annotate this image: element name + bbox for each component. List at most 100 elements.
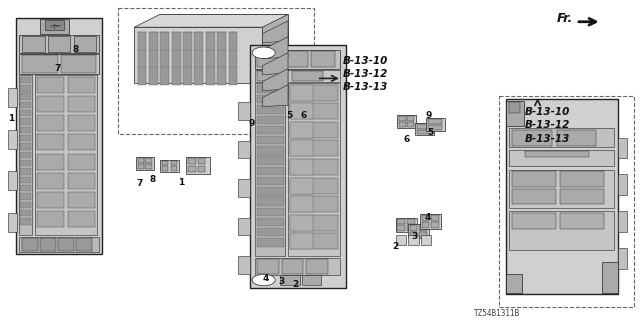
Bar: [397, 115, 416, 128]
Bar: [171, 161, 177, 165]
Bar: [238, 141, 250, 158]
Bar: [20, 185, 31, 191]
Bar: [160, 160, 179, 172]
Bar: [217, 32, 226, 85]
Bar: [419, 225, 427, 231]
Bar: [257, 156, 284, 165]
Polygon shape: [262, 53, 288, 75]
Bar: [255, 258, 340, 275]
Bar: [250, 45, 346, 288]
Bar: [257, 259, 279, 274]
Bar: [290, 233, 338, 249]
Bar: [37, 77, 64, 93]
Text: B-13-10
B-13-12
B-13-13: B-13-10 B-13-12 B-13-13: [525, 107, 570, 144]
Bar: [431, 222, 439, 228]
Bar: [408, 224, 429, 238]
Bar: [20, 93, 31, 100]
Bar: [19, 35, 99, 53]
Bar: [506, 274, 522, 293]
Bar: [257, 218, 284, 226]
Bar: [257, 51, 282, 67]
Polygon shape: [262, 37, 288, 59]
Bar: [399, 116, 406, 121]
Bar: [602, 262, 618, 293]
Bar: [20, 160, 31, 166]
Bar: [48, 36, 70, 52]
Bar: [162, 166, 168, 171]
Bar: [311, 51, 335, 67]
Bar: [560, 171, 604, 187]
Polygon shape: [262, 85, 288, 107]
Bar: [22, 55, 58, 73]
Bar: [20, 202, 31, 208]
Bar: [415, 123, 434, 135]
Bar: [8, 213, 17, 232]
Bar: [37, 96, 64, 112]
Bar: [20, 127, 31, 133]
Bar: [37, 211, 64, 227]
Bar: [172, 32, 180, 85]
Text: 8: 8: [149, 175, 156, 184]
Bar: [290, 215, 313, 231]
Bar: [37, 173, 64, 189]
Text: 9: 9: [426, 111, 432, 120]
Bar: [68, 115, 95, 131]
Bar: [428, 119, 442, 124]
Bar: [290, 233, 313, 249]
Bar: [290, 196, 338, 212]
Bar: [37, 154, 64, 170]
Bar: [257, 208, 284, 216]
Bar: [20, 143, 31, 150]
Bar: [20, 110, 31, 116]
Bar: [255, 70, 340, 82]
Bar: [257, 136, 284, 144]
Text: 7: 7: [54, 64, 61, 73]
Bar: [257, 197, 284, 206]
Bar: [145, 158, 152, 163]
Bar: [68, 173, 95, 189]
Polygon shape: [262, 21, 288, 43]
Text: 4: 4: [424, 213, 431, 222]
Bar: [407, 122, 414, 127]
Bar: [417, 130, 431, 134]
Bar: [20, 152, 31, 158]
Bar: [8, 130, 17, 149]
Bar: [68, 134, 95, 150]
Bar: [288, 83, 340, 256]
Bar: [407, 219, 415, 224]
Text: 7: 7: [136, 180, 143, 188]
Text: 1: 1: [8, 114, 15, 123]
Text: 3: 3: [278, 277, 285, 286]
Bar: [290, 178, 313, 194]
Bar: [618, 211, 627, 232]
Bar: [290, 85, 338, 101]
Bar: [37, 115, 64, 131]
Bar: [138, 164, 144, 169]
Bar: [290, 140, 313, 156]
Bar: [20, 177, 31, 183]
Bar: [238, 256, 250, 274]
Bar: [68, 96, 95, 112]
Bar: [407, 116, 414, 121]
Bar: [399, 122, 406, 127]
Bar: [426, 118, 445, 131]
Circle shape: [252, 274, 275, 286]
Bar: [149, 32, 158, 85]
Bar: [417, 124, 431, 129]
Bar: [290, 103, 338, 119]
Bar: [506, 99, 618, 294]
Bar: [8, 88, 17, 107]
Bar: [509, 128, 614, 147]
Polygon shape: [160, 14, 288, 83]
Bar: [290, 215, 338, 231]
Bar: [257, 167, 284, 175]
Bar: [257, 71, 288, 81]
Text: Fr.: Fr.: [557, 12, 573, 25]
Bar: [40, 19, 69, 34]
Bar: [68, 192, 95, 208]
Bar: [512, 189, 556, 204]
Bar: [560, 189, 604, 204]
Text: 4: 4: [262, 274, 269, 283]
Bar: [560, 213, 604, 229]
Bar: [420, 214, 441, 229]
